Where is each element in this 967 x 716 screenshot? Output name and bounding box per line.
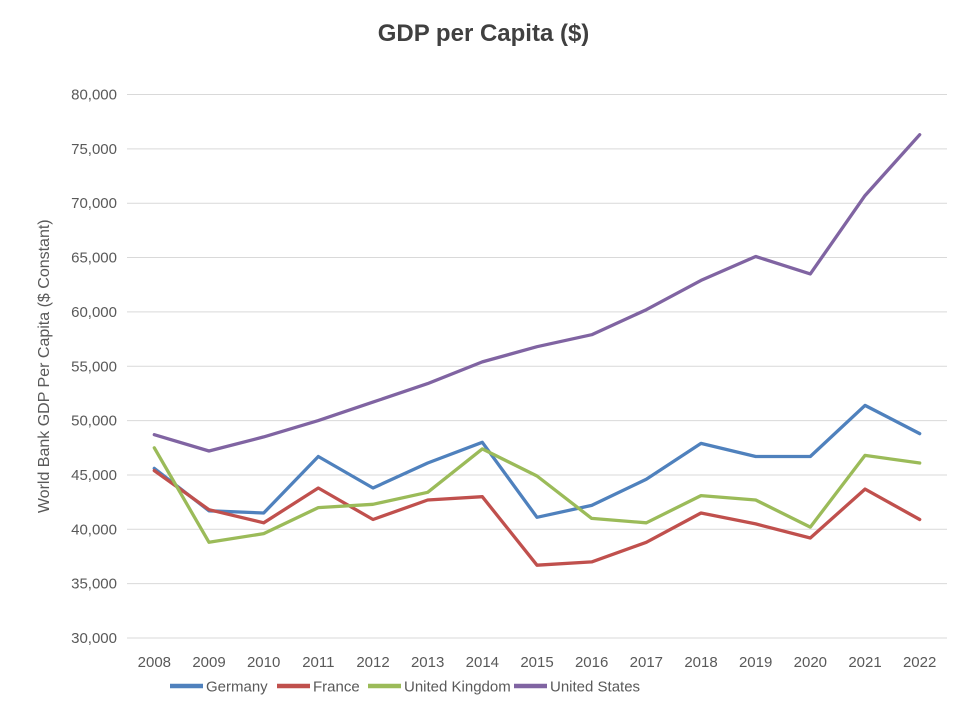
x-tick-label: 2009 [192, 654, 225, 671]
chart-title: GDP per Capita ($) [377, 20, 590, 47]
x-tick-label: 2014 [466, 654, 499, 671]
x-tick-label: 2015 [520, 654, 553, 671]
series-line-france [152, 468, 922, 567]
y-axis-title: World Bank GDP Per Capita ($ Constant) [36, 219, 53, 513]
x-tick-label: 2022 [903, 654, 936, 671]
series-line-united-states [152, 133, 922, 453]
y-tick-label: 50,000 [71, 413, 117, 430]
x-tick-label: 2013 [411, 654, 444, 671]
y-tick-label: 60,000 [71, 304, 117, 321]
y-tick-label: 75,000 [71, 141, 117, 158]
legend-label-france: France [313, 679, 360, 696]
x-tick-label: 2011 [302, 654, 334, 671]
x-tick-label: 2018 [684, 654, 717, 671]
y-tick-label: 40,000 [71, 521, 117, 538]
y-tick-label: 70,000 [71, 195, 117, 212]
y-tick-label: 35,000 [71, 576, 117, 593]
y-tick-label: 80,000 [71, 87, 117, 104]
series-line-united-kingdom [152, 446, 922, 544]
y-tick-label: 65,000 [71, 250, 117, 267]
legend-label-germany: Germany [206, 679, 268, 696]
x-tick-label: 2010 [247, 654, 280, 671]
legend-label-united-kingdom: United Kingdom [404, 679, 511, 696]
y-tick-label: 30,000 [71, 630, 117, 647]
x-tick-label: 2012 [356, 654, 389, 671]
x-tick-label: 2016 [575, 654, 608, 671]
y-tick-label: 55,000 [71, 358, 117, 375]
x-tick-label: 2008 [138, 654, 171, 671]
legend-label-united-states: United States [550, 679, 640, 696]
x-tick-label: 2020 [794, 654, 827, 671]
x-tick-label: 2021 [848, 654, 881, 671]
series-line-germany [152, 403, 922, 519]
y-tick-label: 45,000 [71, 467, 117, 484]
x-tick-label: 2019 [739, 654, 772, 671]
x-tick-label: 2017 [630, 654, 663, 671]
